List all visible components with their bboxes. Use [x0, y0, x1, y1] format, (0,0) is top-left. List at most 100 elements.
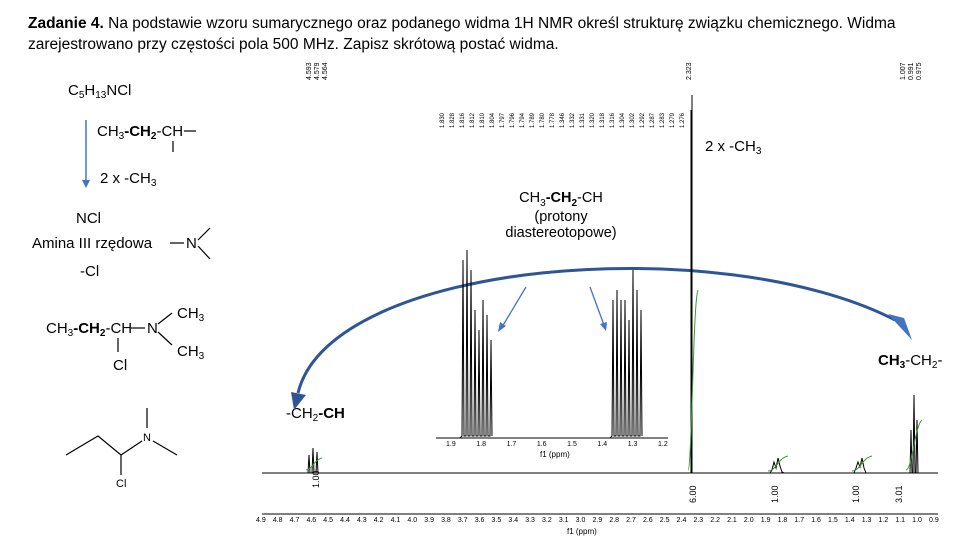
x-tick-label: 1.8: [777, 517, 788, 524]
inset-peak-label: 1.810: [480, 112, 486, 128]
x-tick-label: 2.3: [693, 517, 704, 524]
inset-peak-label: 1.332: [570, 112, 576, 128]
inset-peak-label: 1.276: [680, 112, 686, 128]
inset-peak-label: 1.302: [630, 112, 636, 128]
arrow-to-multiplet-right: [589, 286, 605, 326]
inset-peak-label: 1.812: [470, 112, 476, 128]
diastereotopic-line1: CH3-CH2-CH: [519, 190, 603, 209]
inset-tick-label: 1.2: [658, 441, 668, 448]
fragment-ch3-ch2-ch: CH3-CH2-CH: [97, 123, 184, 142]
inset-peak-label: 1.331: [580, 112, 586, 128]
x-tick-label: 1.2: [878, 517, 889, 524]
arrow-to-multiplet-left: [501, 286, 527, 328]
x-tick-label: 1.5: [828, 517, 838, 524]
inset-peak-label: 1.279: [670, 112, 676, 128]
inset-peak-label: 1.789: [530, 112, 536, 128]
amine-bond-up: [197, 227, 211, 241]
cl-group-label: -Cl: [80, 263, 100, 280]
amine-bond-down: [197, 245, 211, 260]
x-tick-label: 3.9: [424, 517, 434, 524]
x-tick-label: 2.2: [710, 517, 720, 524]
skeletal-cl: Cl: [116, 478, 126, 490]
inset-peak-label: 1.797: [500, 112, 506, 128]
inset-peak-label: 1.320: [590, 112, 596, 128]
inset-peak-label: 1.816: [460, 112, 466, 128]
x-tick-label: 3.6: [474, 517, 485, 524]
peak-label-0975: 0.975: [916, 62, 923, 80]
assignment-arc-arrow: [296, 267, 896, 394]
skeletal-n: N: [143, 432, 151, 444]
peak-label-0991: 0.991: [908, 62, 915, 80]
amine-label: Amina III rzędowa: [32, 235, 153, 252]
x-tick-label: 1.9: [760, 517, 771, 524]
integral-curves: [305, 289, 923, 472]
task-text: Zadanie 4. Na podstawie wzoru sumaryczne…: [28, 13, 938, 55]
peak-label-1007: 1.007: [900, 62, 907, 80]
x-tick-label: 3.0: [575, 517, 586, 524]
main-axis-label: f1 (ppm): [567, 527, 597, 536]
x-tick-label: 4.8: [272, 517, 283, 524]
x-tick-label: 3.8: [441, 517, 451, 524]
final-bond-n-ch3-bottom: [157, 331, 173, 346]
inset-peak-label: 1.287: [650, 112, 656, 128]
x-tick-label: 1.0: [912, 517, 922, 524]
x-tick-label: 4.0: [407, 517, 418, 524]
ch3-ch2-label: CH3-CH2-: [878, 352, 943, 371]
peak-label-4564: 4.564: [322, 62, 329, 80]
inset-axis-label: f1 (ppm): [540, 450, 570, 459]
inset-peak-label: 1.830: [440, 112, 446, 128]
peak-label-4593: 4.593: [306, 62, 313, 80]
x-tick-label: 1.6: [811, 517, 821, 524]
inset-peak-label: 1.780: [540, 112, 546, 128]
x-tick-label: 2.9: [592, 517, 603, 524]
final-structure-chain: CH3-CH2-CH: [46, 320, 133, 339]
x-tick-label: 0.9: [929, 517, 939, 524]
x-tick-label: 3.2: [542, 517, 552, 524]
inset-tick-label: 1.9: [446, 441, 456, 448]
x-tick-label: 3.1: [558, 517, 569, 524]
nmr-peaks: [306, 95, 920, 474]
x-tick-label: 4.3: [356, 517, 367, 524]
x-tick-label: 4.4: [340, 517, 350, 524]
inset-tick-label: 1.8: [476, 441, 487, 448]
x-tick-label: 3.4: [508, 517, 519, 524]
integral-value-3: 1.00: [770, 485, 780, 503]
two-ch3-label-left: 2 x -CH3: [100, 170, 157, 189]
x-tick-label: 3.7: [457, 517, 468, 524]
x-tick-label: 4.6: [306, 517, 317, 524]
derivation-arrow-head: [82, 180, 90, 188]
task-heading: Zadanie 4.: [28, 15, 104, 32]
x-tick-label: 2.8: [609, 517, 620, 524]
x-tick-label: 4.2: [373, 517, 384, 524]
inset-peak-label: 1.292: [640, 112, 646, 128]
inset-peak-label: 1.804: [490, 112, 496, 128]
x-tick-label: 4.5: [323, 517, 334, 524]
peak-label-4579: 4.579: [314, 62, 321, 80]
amine-n-atom: N: [186, 235, 197, 252]
x-tick-label: 1.7: [794, 517, 805, 524]
x-tick-label: 4.1: [390, 517, 401, 524]
two-ch3-label-spectrum: 2 x -CH3: [705, 138, 762, 157]
x-tick-label: 3.3: [525, 517, 535, 524]
diastereotopic-label: CH3-CH2-CH (protony diastereotopowe): [486, 190, 636, 241]
x-tick-label: 3.5: [491, 517, 502, 524]
inset-tick-label: 1.5: [567, 441, 577, 448]
inset-peak-label: 1.794: [520, 112, 526, 128]
final-bond-n-ch3-top: [157, 312, 173, 325]
x-tick-label: 2.0: [743, 517, 754, 524]
x-tick-label: 2.1: [727, 517, 737, 524]
inset-peak-label: 1.778: [550, 112, 556, 128]
inset-peak-label: 1.316: [610, 112, 616, 128]
inset-peak-label: 1.828: [450, 112, 456, 128]
final-ch3-bottom: CH3: [177, 343, 205, 362]
inset-tick-label: 1.3: [627, 441, 638, 448]
task-body: Na podstawie wzoru sumarycznego oraz pod…: [28, 15, 896, 53]
inset-peak-label: 1.346: [560, 112, 566, 128]
inset-peak-label: 1.283: [660, 112, 666, 128]
diastereotopic-line3: diastereotopowe): [505, 224, 617, 241]
peak-label-2323: 2.323: [686, 62, 693, 80]
final-cl: Cl: [113, 357, 128, 374]
molecular-formula: C5H13NCl: [68, 82, 132, 101]
skeletal-formula: [65, 408, 178, 475]
ncl-label: NCl: [76, 210, 101, 227]
